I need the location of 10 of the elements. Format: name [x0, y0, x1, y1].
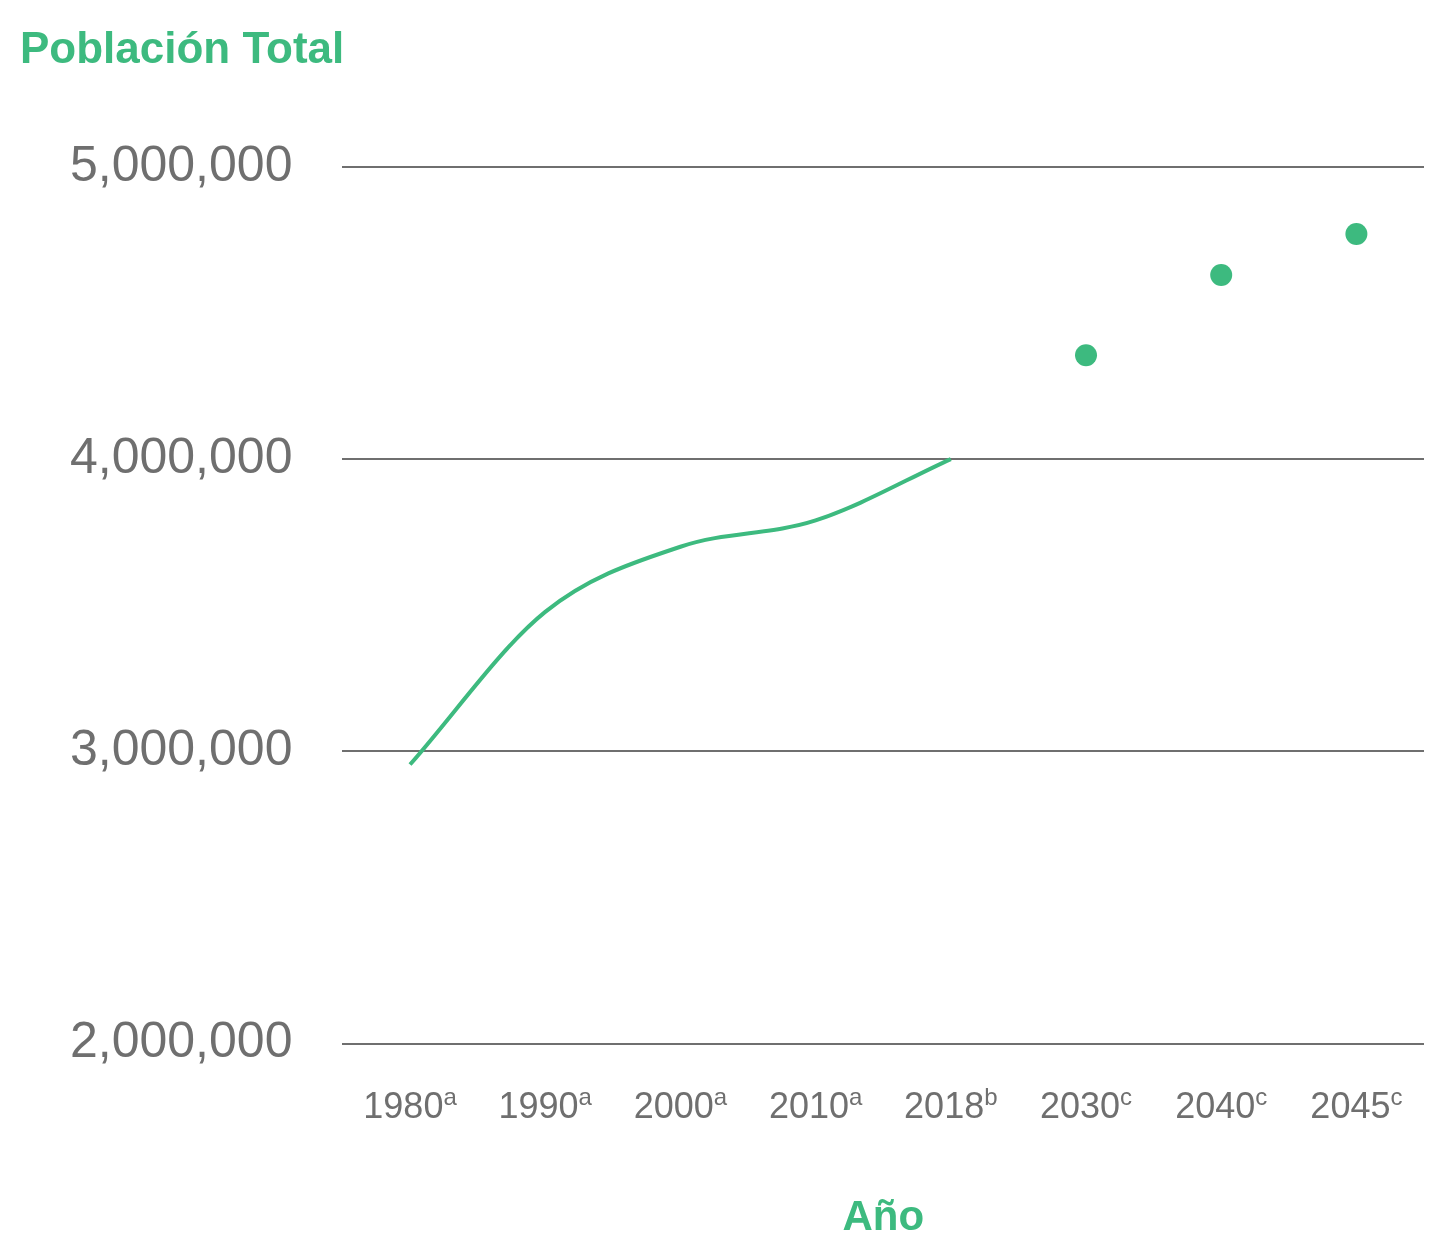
y-tick-label: 3,000,000	[70, 720, 293, 777]
y-tick-label: 5,000,000	[70, 135, 293, 192]
y-tick-label: 2,000,000	[70, 1012, 293, 1069]
x-axis-title: Año	[842, 1192, 925, 1240]
y-tick-label: 4,000,000	[70, 427, 293, 484]
point	[1075, 344, 1098, 367]
point	[1345, 223, 1368, 246]
point	[1210, 263, 1233, 286]
line-series	[408, 457, 953, 767]
chart-title: Población Total	[20, 22, 345, 72]
